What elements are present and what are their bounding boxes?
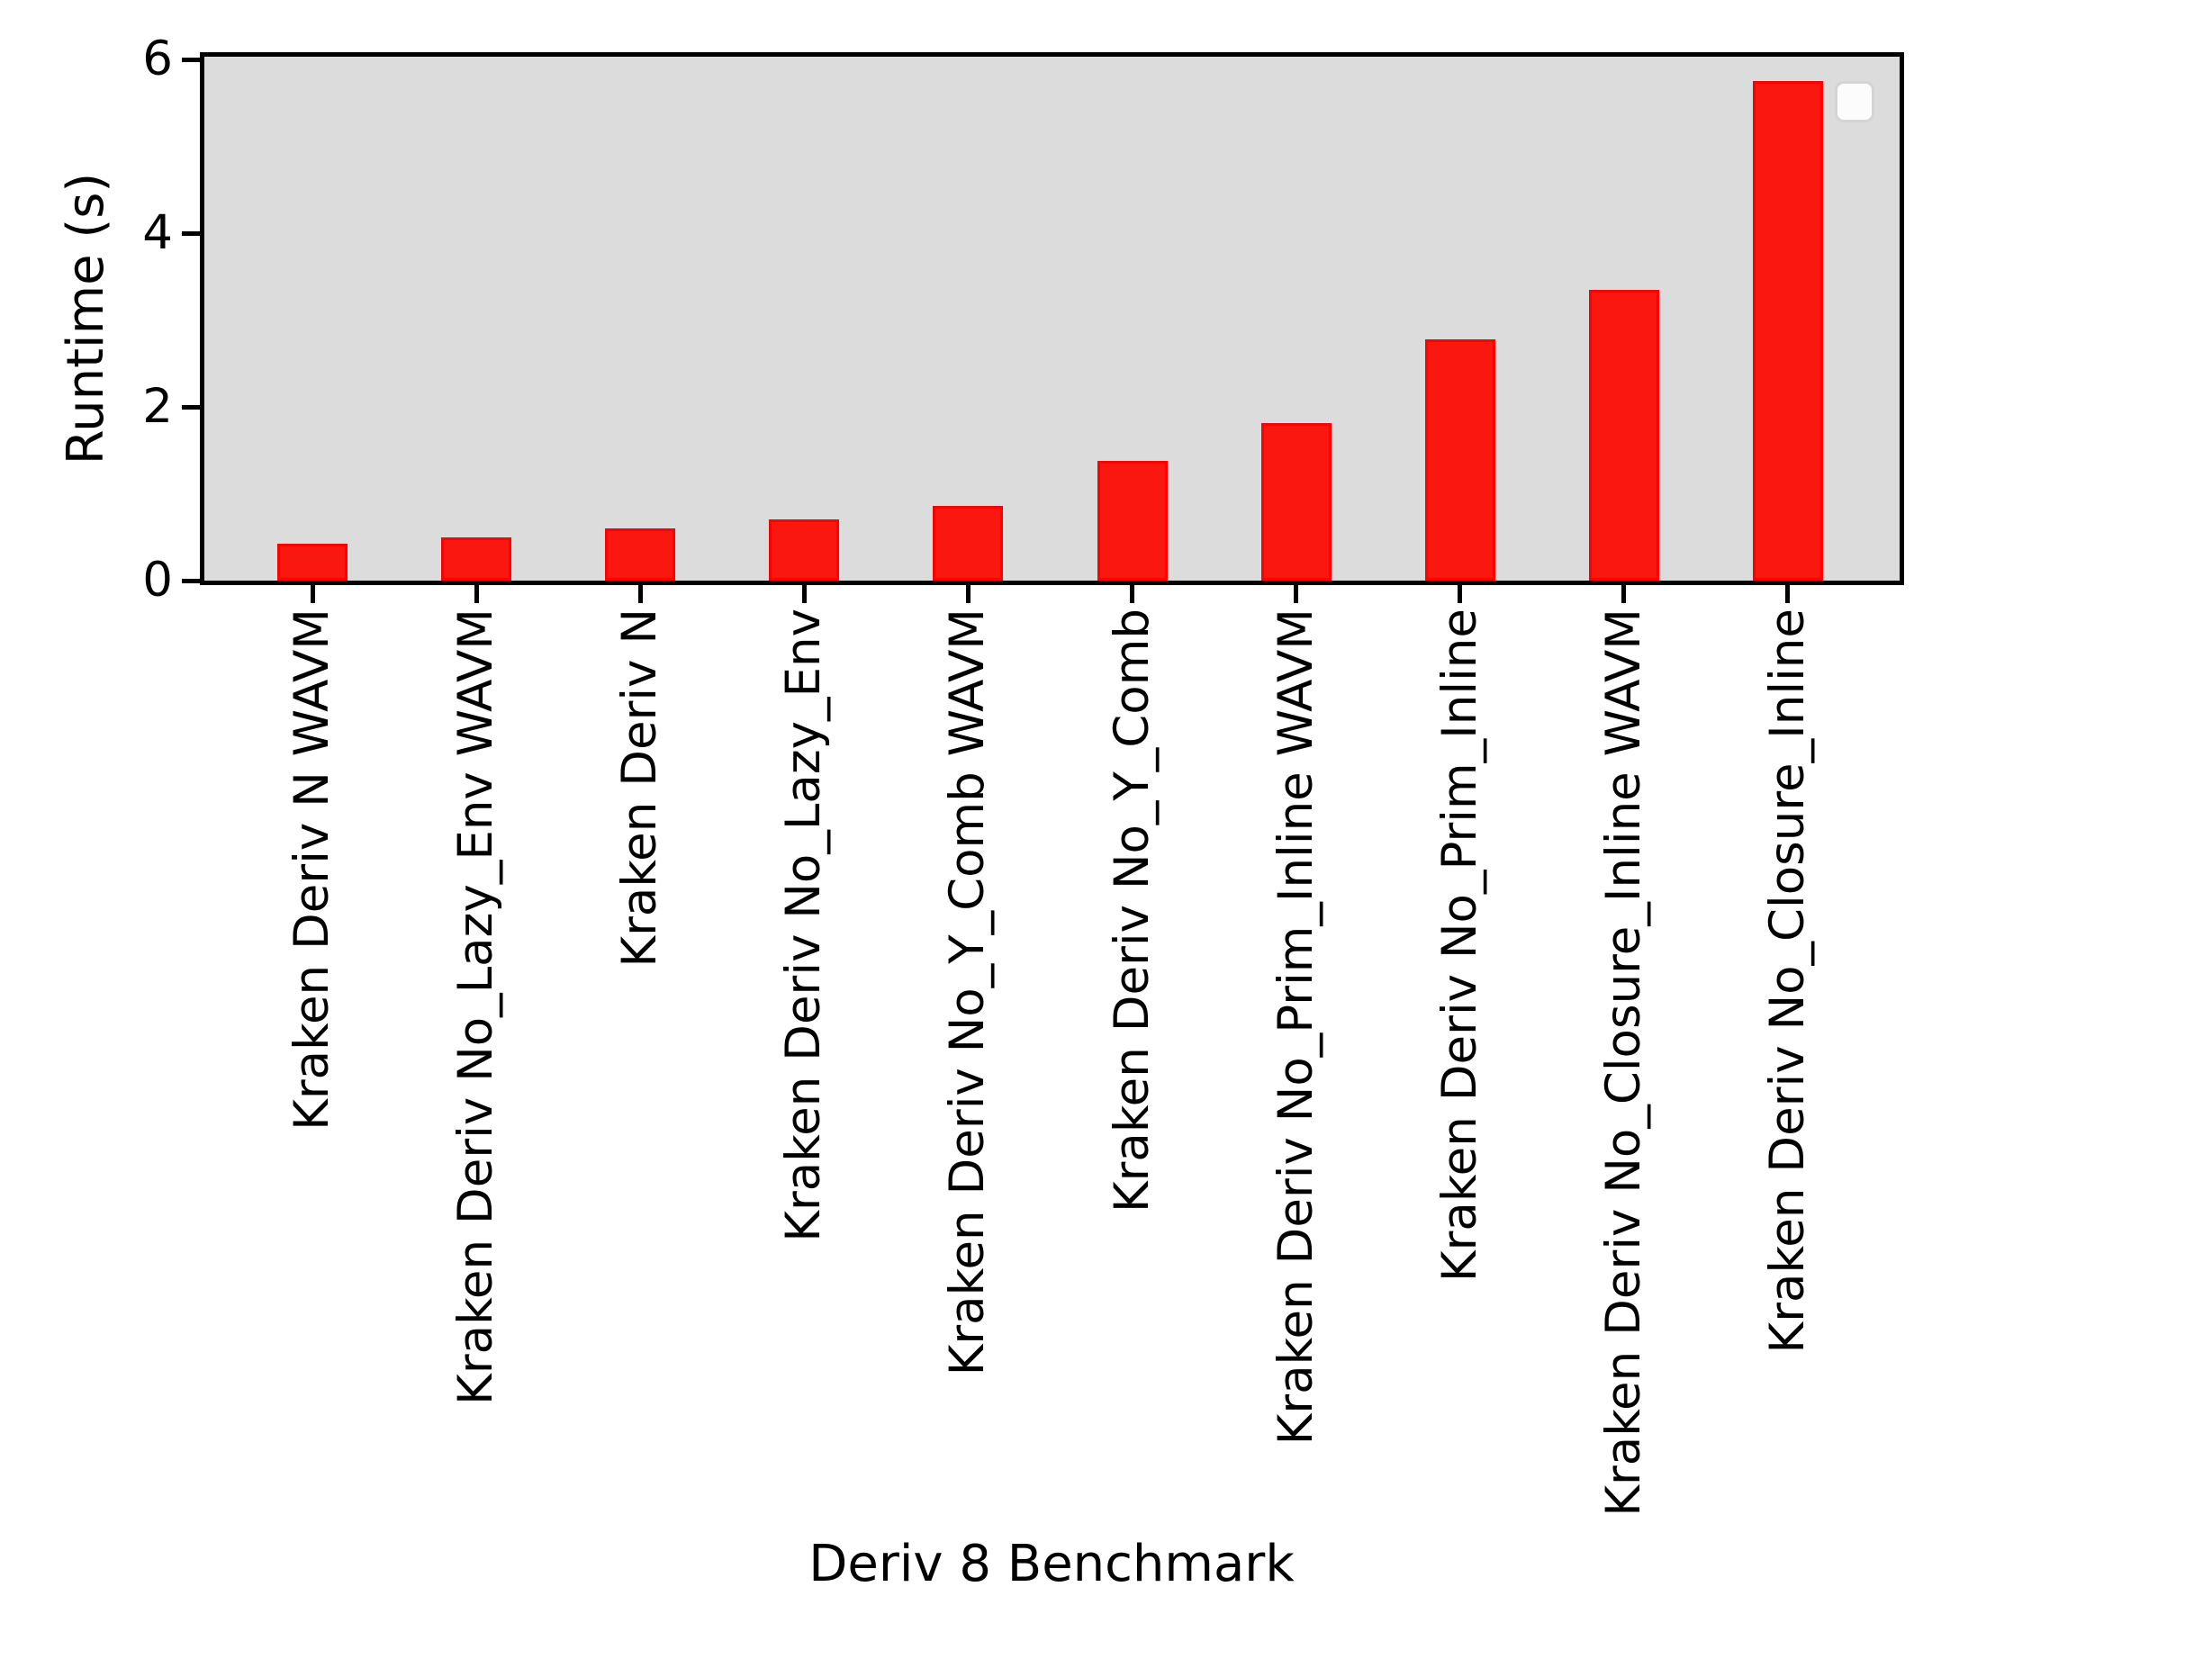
x-category-label-4: Kraken Deriv No_Lazy_Env — [776, 609, 832, 1242]
x-category-label-5: Kraken Deriv No_Y_Comb WAVM — [940, 609, 996, 1376]
y-tick-label-2: 2 — [142, 379, 173, 434]
x-axis-label: Deriv 8 Benchmark — [808, 1535, 1295, 1593]
y-tick-label-3: 4 — [142, 205, 173, 260]
y-tick-label-4: 6 — [142, 32, 173, 86]
y-tick-2 — [182, 404, 200, 410]
x-tick-4 — [801, 585, 807, 603]
x-category-label-3: Kraken Deriv N — [612, 609, 668, 968]
bar-6 — [1097, 461, 1168, 581]
bar-9 — [1588, 290, 1659, 581]
x-tick-8 — [1458, 585, 1463, 603]
bar-3 — [605, 528, 676, 581]
x-tick-2 — [474, 585, 479, 603]
x-category-label-8: Kraken Deriv No_Prim_Inline — [1431, 609, 1487, 1283]
x-category-label-6: Kraken Deriv No_Y_Comb — [1104, 609, 1160, 1213]
x-tick-6 — [1130, 585, 1134, 603]
x-category-label-7: Kraken Deriv No_Prim_Inline WAVM — [1268, 609, 1323, 1446]
x-tick-3 — [637, 585, 643, 603]
bar-8 — [1424, 339, 1495, 581]
x-category-label-10: Kraken Deriv No_Closure_Inline — [1759, 609, 1815, 1354]
x-tick-10 — [1785, 585, 1791, 603]
x-tick-7 — [1294, 585, 1299, 603]
bar-2 — [441, 537, 512, 581]
bar-10 — [1752, 81, 1823, 581]
x-category-label-1: Kraken Deriv N WAVM — [284, 609, 339, 1131]
y-tick-3 — [182, 230, 200, 236]
x-tick-1 — [310, 585, 315, 603]
bar-5 — [933, 506, 1004, 581]
x-tick-9 — [1621, 585, 1627, 603]
y-tick-1 — [182, 578, 200, 583]
x-category-label-9: Kraken Deriv No_Closure_Inline WAVM — [1595, 609, 1651, 1517]
bar-4 — [769, 519, 840, 581]
y-axis-label: Runtime (s) — [57, 172, 115, 465]
x-tick-5 — [965, 585, 971, 603]
legend-box — [1835, 81, 1874, 122]
y-tick-4 — [182, 57, 200, 62]
bar-1 — [277, 544, 348, 581]
x-category-label-2: Kraken Deriv No_Lazy_Env WAVM — [448, 609, 504, 1405]
y-tick-label-1: 0 — [142, 553, 173, 608]
bar-7 — [1260, 423, 1332, 581]
